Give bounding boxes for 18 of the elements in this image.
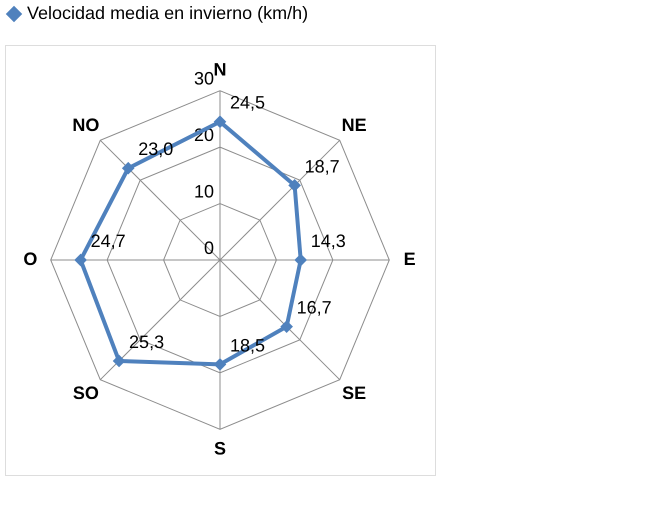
data-label: 14,3 (310, 231, 346, 251)
data-label: 16,7 (296, 298, 332, 318)
spoke-label: O (23, 249, 38, 269)
spoke-label: SE (342, 383, 366, 404)
y-tick-label: 10 (194, 182, 214, 202)
legend-label: Velocidad media en invierno (km/h) (27, 3, 308, 23)
spoke-label: NO (72, 114, 100, 135)
spoke-label: E (404, 249, 416, 269)
data-label: 24,7 (90, 231, 126, 251)
data-label: 25,3 (129, 332, 164, 352)
spoke-label: S (214, 438, 226, 459)
data-label: 18,7 (304, 156, 340, 176)
data-label: 24,5 (230, 92, 266, 113)
y-tick-label: 0 (204, 238, 214, 258)
spoke-label: SO (72, 383, 99, 404)
y-tick-label: 30 (194, 68, 214, 89)
spoke-label: N (214, 59, 226, 80)
spoke-label: NE (342, 114, 367, 135)
